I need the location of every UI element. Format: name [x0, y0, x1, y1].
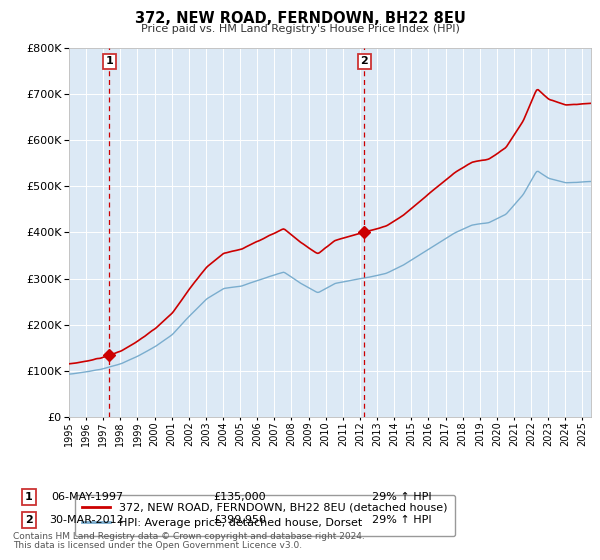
- Text: This data is licensed under the Open Government Licence v3.0.: This data is licensed under the Open Gov…: [13, 541, 302, 550]
- Text: 30-MAR-2012: 30-MAR-2012: [50, 515, 124, 525]
- Text: £135,000: £135,000: [214, 492, 266, 502]
- Text: 1: 1: [25, 492, 32, 502]
- Text: 1: 1: [106, 57, 113, 67]
- Text: 2: 2: [25, 515, 32, 525]
- Text: £399,950: £399,950: [214, 515, 266, 525]
- Text: 2: 2: [361, 57, 368, 67]
- Text: 372, NEW ROAD, FERNDOWN, BH22 8EU: 372, NEW ROAD, FERNDOWN, BH22 8EU: [134, 11, 466, 26]
- Text: Contains HM Land Registry data © Crown copyright and database right 2024.: Contains HM Land Registry data © Crown c…: [13, 532, 365, 541]
- Text: Price paid vs. HM Land Registry's House Price Index (HPI): Price paid vs. HM Land Registry's House …: [140, 24, 460, 34]
- Text: 29% ↑ HPI: 29% ↑ HPI: [372, 515, 432, 525]
- Text: 29% ↑ HPI: 29% ↑ HPI: [372, 492, 432, 502]
- Text: 06-MAY-1997: 06-MAY-1997: [51, 492, 123, 502]
- Legend: 372, NEW ROAD, FERNDOWN, BH22 8EU (detached house), HPI: Average price, detached: 372, NEW ROAD, FERNDOWN, BH22 8EU (detac…: [74, 495, 455, 536]
